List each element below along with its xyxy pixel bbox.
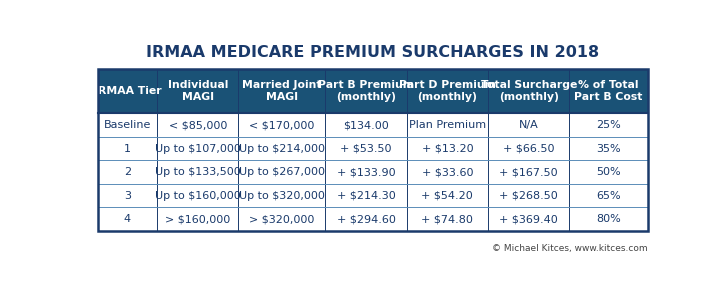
Text: 35%: 35%: [596, 143, 621, 154]
Text: + $13.20: + $13.20: [422, 143, 473, 154]
Text: + $167.50: + $167.50: [499, 167, 558, 177]
Text: + $66.50: + $66.50: [503, 143, 555, 154]
Text: + $54.20: + $54.20: [422, 191, 473, 200]
Text: < $85,000: < $85,000: [169, 120, 227, 130]
Text: IRMAA MEDICARE PREMIUM SURCHARGES IN 2018: IRMAA MEDICARE PREMIUM SURCHARGES IN 201…: [146, 45, 599, 60]
Text: > $320,000: > $320,000: [249, 214, 315, 224]
Text: + $74.80: + $74.80: [422, 214, 473, 224]
Text: Married Joint
MAGI: Married Joint MAGI: [242, 80, 321, 102]
Text: Total Surcharge
(monthly): Total Surcharge (monthly): [481, 80, 577, 102]
Text: Up to $133,500: Up to $133,500: [155, 167, 241, 177]
Text: + $294.60: + $294.60: [337, 214, 395, 224]
Text: 50%: 50%: [596, 167, 621, 177]
Text: 1: 1: [124, 143, 131, 154]
Bar: [97, 207, 648, 231]
Text: + $133.90: + $133.90: [337, 167, 395, 177]
Bar: [97, 69, 648, 113]
Text: 80%: 80%: [596, 214, 621, 224]
Text: $134.00: $134.00: [343, 120, 389, 130]
Text: Up to $107,000: Up to $107,000: [155, 143, 241, 154]
Text: 3: 3: [124, 191, 131, 200]
Bar: [97, 137, 648, 160]
Text: Individual
MAGI: Individual MAGI: [167, 80, 228, 102]
Text: Plan Premium: Plan Premium: [409, 120, 486, 130]
Text: > $160,000: > $160,000: [165, 214, 230, 224]
Text: N/A: N/A: [519, 120, 539, 130]
Text: + $53.50: + $53.50: [340, 143, 392, 154]
Text: Part D Premium
(monthly): Part D Premium (monthly): [399, 80, 496, 102]
Text: + $214.30: + $214.30: [337, 191, 395, 200]
Text: Up to $214,000: Up to $214,000: [239, 143, 325, 154]
Text: Up to $267,000: Up to $267,000: [239, 167, 325, 177]
Text: © Michael Kitces, www.kitces.com: © Michael Kitces, www.kitces.com: [492, 244, 648, 253]
Text: + $268.50: + $268.50: [499, 191, 558, 200]
Text: + $33.60: + $33.60: [422, 167, 473, 177]
Text: % of Total
Part B Cost: % of Total Part B Cost: [574, 80, 643, 102]
Text: + $369.40: + $369.40: [499, 214, 558, 224]
Text: < $170,000: < $170,000: [249, 120, 315, 130]
Bar: [97, 160, 648, 184]
Text: Up to $320,000: Up to $320,000: [239, 191, 325, 200]
Text: 65%: 65%: [596, 191, 621, 200]
Text: IRMAA Tier: IRMAA Tier: [94, 86, 161, 96]
Bar: [97, 113, 648, 137]
Text: Up to $160,000: Up to $160,000: [155, 191, 241, 200]
Bar: [97, 184, 648, 207]
Text: 4: 4: [124, 214, 131, 224]
Text: 25%: 25%: [596, 120, 621, 130]
Bar: [97, 69, 648, 231]
Text: Baseline: Baseline: [104, 120, 151, 130]
Text: Part B Premium
(monthly): Part B Premium (monthly): [318, 80, 414, 102]
Text: 2: 2: [124, 167, 131, 177]
